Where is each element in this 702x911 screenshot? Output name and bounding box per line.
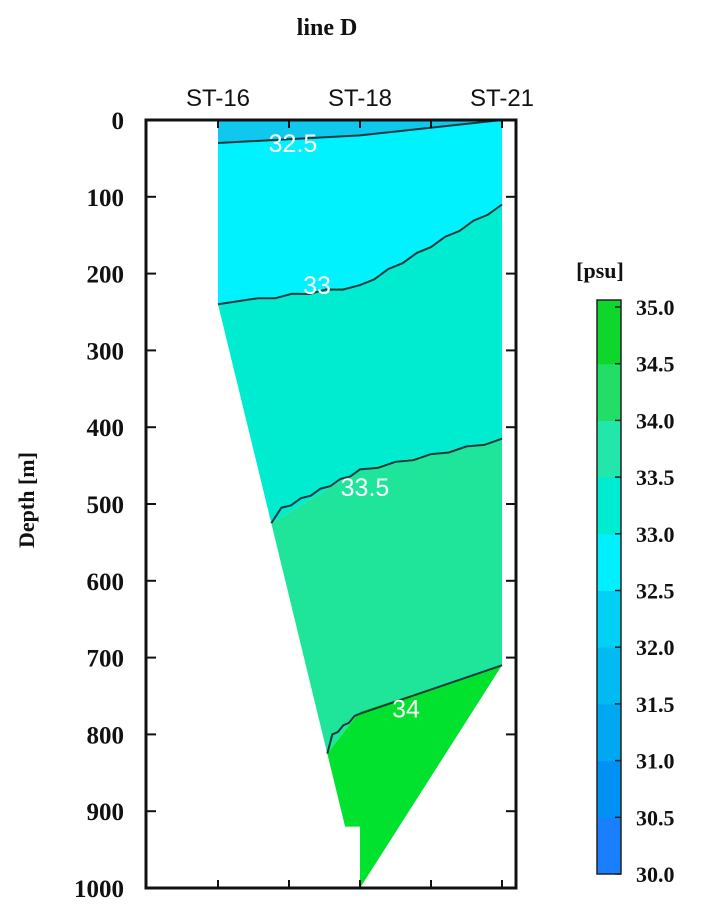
colorbar-tick-label: 35.0 bbox=[636, 295, 675, 320]
contour-line-34 bbox=[326, 664, 503, 754]
y-tick-label: 400 bbox=[87, 415, 125, 442]
colorbar-band bbox=[597, 647, 621, 705]
contour-line-32-5 bbox=[217, 119, 503, 144]
colorbar-band bbox=[597, 300, 621, 308]
colorbar-unit-label: [psu] bbox=[576, 258, 624, 283]
colorbar-band bbox=[597, 307, 621, 365]
y-tick-label: 800 bbox=[87, 722, 125, 749]
colorbar-tick-label: 34.0 bbox=[636, 408, 675, 433]
y-tick-label: 200 bbox=[87, 262, 125, 289]
y-tick-label: 500 bbox=[87, 492, 125, 519]
fill-region-33-5-to-34 bbox=[271, 438, 502, 754]
y-tick-label: 600 bbox=[87, 569, 125, 596]
station-labels: ST-16 ST-18 ST-21 bbox=[186, 85, 534, 112]
y-tick-label: 1000 bbox=[74, 876, 124, 903]
x-axis-ticks bbox=[217, 120, 503, 888]
colorbar-tick-label: 31.0 bbox=[636, 749, 675, 774]
colorbar-band bbox=[597, 363, 621, 421]
y-tick-label: 100 bbox=[87, 185, 125, 212]
colorbar-bands bbox=[597, 300, 621, 875]
colorbar-tick-label: 30.5 bbox=[636, 805, 675, 830]
station-label: ST-21 bbox=[470, 85, 534, 112]
colorbar-band bbox=[597, 590, 621, 648]
station-label: ST-16 bbox=[186, 85, 250, 112]
colorbar-band bbox=[597, 760, 621, 818]
y-tick-label: 300 bbox=[87, 338, 125, 365]
colorbar-tick-label: 32.5 bbox=[636, 579, 675, 604]
colorbar: [psu] 35.0 34.5 34.0 33.5 33.0 32.5 32.0 31.5 31… bbox=[576, 258, 674, 887]
colorbar-tick-label: 34.5 bbox=[636, 352, 675, 377]
contour-lines bbox=[217, 119, 503, 754]
contour-label: 33.5 bbox=[341, 474, 390, 502]
fill-region-32-5-to-33 bbox=[218, 120, 502, 305]
contour-label: 32.5 bbox=[269, 130, 318, 158]
colorbar-band bbox=[597, 420, 621, 478]
colorbar-band bbox=[597, 703, 621, 762]
colorbar-band bbox=[597, 533, 621, 591]
salinity-fill-regions bbox=[218, 120, 502, 888]
colorbar-tick-label: 33.5 bbox=[636, 465, 675, 490]
colorbar-tick-label: 31.5 bbox=[636, 692, 675, 717]
contour-labels: 32.5 33 33.5 34 bbox=[269, 130, 420, 723]
colorbar-frame bbox=[596, 299, 622, 875]
colorbar-ticks: 35.0 34.5 34.0 33.5 33.0 32.5 32.0 31.5 31.0 30.5… bbox=[615, 295, 675, 887]
colorbar-band bbox=[597, 817, 621, 875]
colorbar-tick-label: 33.0 bbox=[636, 522, 675, 547]
y-tick-label: 700 bbox=[87, 646, 125, 673]
station-label: ST-18 bbox=[328, 85, 392, 112]
colorbar-band bbox=[597, 477, 621, 535]
y-axis: 0 100 200 300 400 500 600 700 800 900 1000 bbox=[74, 108, 516, 903]
fill-region-above-34 bbox=[327, 665, 502, 888]
colorbar-tick-label: 30.0 bbox=[636, 862, 675, 887]
colorbar-tick-label: 32.0 bbox=[636, 635, 675, 660]
contour-line-33-5 bbox=[270, 437, 503, 524]
title-group: line D bbox=[297, 15, 358, 41]
contour-line-33 bbox=[217, 203, 503, 306]
contour-label: 33 bbox=[303, 272, 331, 300]
chart-title: line D bbox=[297, 15, 358, 41]
y-tick-label: 0 bbox=[112, 108, 125, 135]
y-tick-label: 900 bbox=[87, 799, 125, 826]
fill-region-33-to-33-5 bbox=[218, 204, 502, 524]
y-axis-label: Depth [m] bbox=[14, 452, 39, 548]
contour-label: 34 bbox=[392, 695, 420, 723]
